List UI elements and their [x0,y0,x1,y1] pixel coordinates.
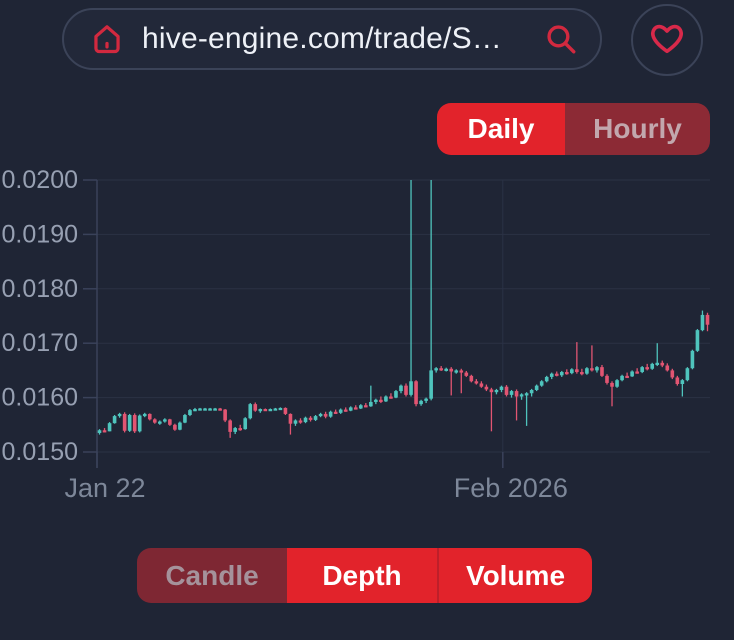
favorite-button[interactable] [631,4,703,76]
tab-hourly[interactable]: Hourly [565,103,710,155]
candlestick-chart-canvas[interactable]: 0.0200 0.0190 0.0180 0.0170 0.0160 0.0150 Jan … [0,160,734,520]
svg-text:0.0190: 0.0190 [2,220,78,248]
url-text[interactable]: hive-engine.com/trade/S… [142,22,502,55]
svg-text:0.0150: 0.0150 [2,438,78,466]
timeframe-tabs: Daily Hourly [437,103,710,155]
svg-text:0.0170: 0.0170 [2,329,78,357]
svg-text:0.0200: 0.0200 [2,166,78,194]
tab-depth[interactable]: Depth [287,548,437,603]
svg-text:0.0160: 0.0160 [2,384,78,412]
url-bar[interactable]: hive-engine.com/trade/S… [62,8,602,70]
tab-volume[interactable]: Volume [437,548,592,603]
search-icon[interactable] [544,22,578,56]
tab-candle[interactable]: Candle [137,548,287,603]
svg-text:Feb 2026: Feb 2026 [454,473,568,503]
chart-view-tabs: Candle Depth Volume [137,548,592,603]
tab-daily[interactable]: Daily [437,103,565,155]
home-icon[interactable] [90,22,124,56]
svg-text:Jan 22: Jan 22 [64,473,145,503]
svg-text:0.0180: 0.0180 [2,275,78,303]
price-chart[interactable]: 0.0200 0.0190 0.0180 0.0170 0.0160 0.0150 Jan … [0,160,734,520]
heart-icon [648,19,686,62]
